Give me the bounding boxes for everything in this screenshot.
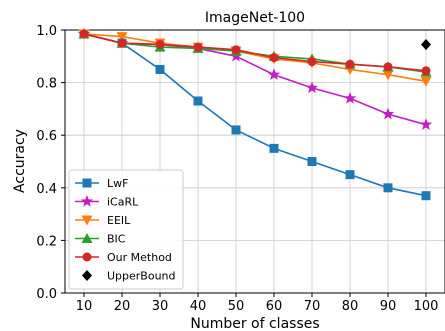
data-point-our-method (269, 53, 279, 63)
x-tick-label: 40 (190, 299, 207, 314)
legend-marker-lwf (82, 178, 92, 188)
y-axis-label: Accuracy (12, 129, 28, 193)
data-point-our-method (307, 57, 317, 67)
x-tick-label: 70 (304, 299, 321, 314)
data-point-our-method (193, 42, 203, 52)
data-point-upperbound (421, 38, 431, 50)
legend-label-our-method: Our Method (107, 251, 172, 264)
data-point-lwf (383, 183, 393, 193)
data-point-our-method (117, 38, 127, 48)
series-line-icarl (83, 33, 427, 126)
ticks: 0.0 0.2 0.4 0.6 0.8 1.0 10 20 30 40 50 60 70 80 90 100 (36, 24, 438, 314)
legend-box (68, 169, 184, 290)
data-point-icarl (305, 81, 319, 94)
data-point-our-method (421, 66, 431, 76)
y-tick-label: 0.8 (36, 77, 57, 92)
legend-label-bic: BIC (107, 233, 126, 246)
data-point-icarl (343, 91, 357, 104)
data-point-icarl (419, 118, 433, 130)
data-point-lwf (155, 64, 165, 74)
y-tick-label: 0.4 (36, 182, 57, 197)
data-point-eeil (420, 76, 432, 87)
data-point-eeil (382, 70, 394, 81)
y-tick-label: 1.0 (36, 24, 57, 39)
data-point-icarl (267, 68, 281, 80)
x-tick-label: 20 (114, 299, 131, 314)
x-tick-label: 100 (414, 299, 439, 314)
legend-marker-upperbound (82, 270, 92, 281)
data-point-eeil (116, 32, 128, 43)
x-tick-label: 80 (342, 299, 359, 314)
legend-marker-icarl (80, 195, 94, 207)
series-line-eeil (83, 33, 427, 83)
data-point-our-method (79, 29, 89, 39)
data-point-lwf (345, 170, 355, 180)
data-point-lwf (421, 191, 431, 201)
data-point-lwf (307, 157, 317, 166)
x-tick-label: 90 (380, 299, 397, 314)
data-point-our-method (383, 62, 393, 72)
chart-title: ImageNet-100 (205, 10, 305, 26)
y-tick-label: 0.0 (36, 287, 57, 302)
series-line-lwf (83, 33, 427, 197)
legend-label-lwf: LwF (107, 177, 128, 190)
y-tick-label: 0.2 (36, 234, 57, 249)
y-tick-label: 0.6 (36, 129, 57, 144)
x-tick-label: 60 (266, 299, 283, 314)
legend-label-icarl: iCaRL (107, 196, 139, 209)
x-tick-label: 10 (76, 299, 93, 314)
x-tick-label: 50 (228, 299, 245, 314)
data-point-lwf (231, 125, 241, 135)
x-axis-label: Number of classes (190, 316, 319, 331)
data-point-our-method (231, 45, 241, 55)
legend-marker-eeil (81, 215, 93, 226)
legend-marker-bic (81, 233, 93, 243)
legend-label-upperbound: UpperBound (107, 270, 176, 283)
legend: LwF iCaRL EEIL BIC Our Method UpperBound (68, 169, 184, 290)
legend-marker-our-method (82, 252, 92, 262)
series-layer (77, 27, 433, 201)
data-point-our-method (345, 59, 355, 69)
plot-frame (64, 29, 445, 294)
data-point-icarl (381, 107, 395, 120)
legend-label-eeil: EEIL (107, 214, 131, 227)
data-point-lwf (269, 143, 279, 153)
data-point-lwf (193, 96, 203, 106)
series-line-our-method (83, 33, 427, 72)
data-point-our-method (155, 39, 165, 49)
x-tick-label: 30 (152, 299, 169, 314)
